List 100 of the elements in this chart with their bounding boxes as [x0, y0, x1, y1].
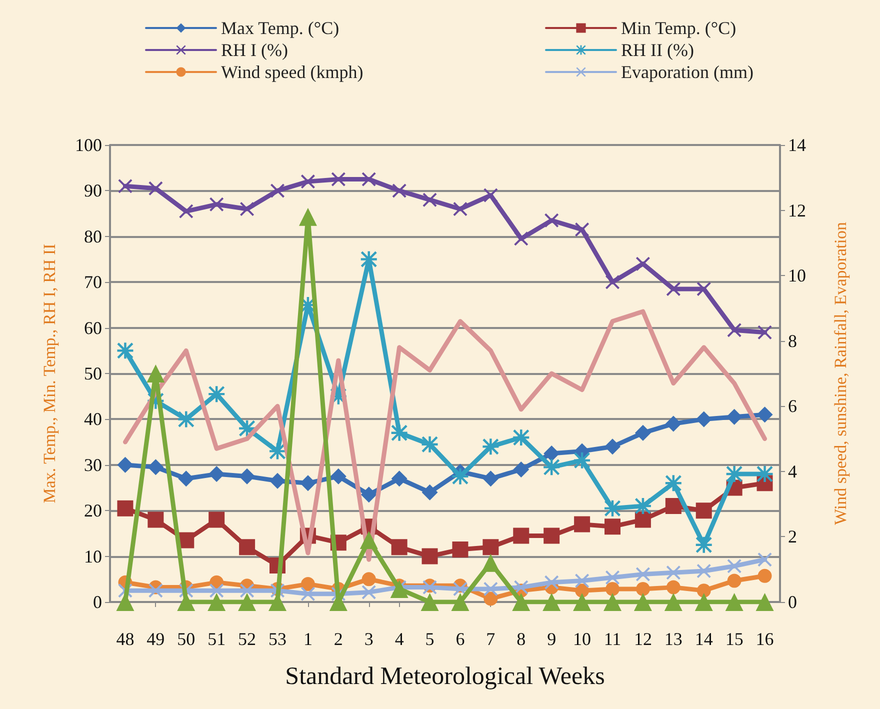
point: [513, 528, 530, 544]
point: [758, 568, 772, 583]
point: [664, 593, 682, 611]
point: [665, 416, 682, 432]
point: [542, 593, 561, 611]
point: [574, 516, 590, 532]
point: [208, 512, 225, 528]
point: [726, 408, 742, 425]
x-tick-label: 53: [268, 629, 286, 649]
point: [452, 541, 468, 558]
point: [696, 411, 712, 428]
point: [300, 475, 316, 492]
point: [453, 202, 468, 216]
point: [484, 188, 498, 202]
point: [696, 502, 712, 519]
point: [696, 282, 711, 296]
x-tick-label: 48: [116, 629, 134, 649]
x-tick-label: 1: [303, 629, 312, 649]
point: [391, 470, 408, 487]
x-tick-label: 52: [238, 629, 256, 649]
point: [362, 585, 376, 600]
point: [573, 593, 592, 611]
x-tick-label: 2: [334, 629, 343, 649]
point: [208, 593, 226, 611]
y2-axis-title: Wind speed, sunshine, Rainfall, Evaporation: [831, 222, 850, 525]
x-tick-label: 3: [364, 629, 374, 649]
point: [300, 577, 315, 592]
point: [240, 584, 254, 598]
point: [634, 424, 651, 441]
point: [575, 222, 590, 237]
point: [117, 500, 134, 516]
point: [666, 566, 680, 580]
y2-tick-label: 4: [788, 461, 797, 482]
x-tick-label: 12: [634, 629, 652, 649]
y-tick-label: 80: [84, 226, 102, 246]
x-tick-label: 14: [694, 629, 713, 649]
point: [482, 438, 499, 455]
y-axis-title: Max. Temp., Min. Temp., RH I, RH II: [40, 243, 59, 504]
point: [270, 472, 286, 489]
y-tick-label: 40: [84, 409, 102, 430]
point: [544, 528, 560, 544]
legend-label: RH I (%): [221, 40, 288, 60]
x-tick-label: 8: [516, 629, 526, 649]
point: [453, 582, 468, 596]
y-tick-label: 0: [93, 592, 102, 612]
point: [513, 461, 530, 478]
point: [544, 575, 559, 590]
y2-tick-label: 14: [788, 135, 806, 155]
legend-label: Min Temp. (°C): [621, 18, 736, 38]
point: [725, 593, 744, 611]
x-tick-label: 13: [664, 629, 682, 649]
point: [422, 548, 438, 564]
x-tick-label: 50: [177, 629, 196, 649]
point: [636, 256, 650, 271]
point: [666, 580, 680, 594]
point: [634, 512, 651, 528]
point: [636, 567, 650, 582]
point: [665, 498, 682, 514]
point: [452, 468, 468, 484]
x-tick-label: 5: [425, 629, 434, 649]
point: [391, 424, 408, 441]
point: [300, 586, 315, 601]
point: [178, 411, 194, 428]
point: [148, 181, 163, 196]
point: [544, 459, 560, 476]
point: [665, 475, 682, 492]
point: [727, 559, 742, 574]
y2-tick-label: 2: [788, 526, 797, 547]
legend-label: Evaporation (mm): [621, 62, 754, 82]
point: [422, 192, 437, 207]
point: [512, 593, 530, 611]
point: [604, 438, 620, 455]
point: [360, 251, 377, 268]
legend-label: RH II (%): [621, 40, 694, 60]
point: [636, 582, 650, 596]
point: [514, 232, 528, 246]
point: [422, 436, 438, 452]
point: [482, 470, 499, 487]
point: [756, 593, 774, 611]
y2-tick-label: 8: [788, 330, 797, 351]
point: [420, 593, 439, 611]
point: [238, 593, 256, 611]
y-tick-label: 10: [84, 546, 102, 566]
point: [270, 184, 284, 198]
point: [484, 592, 498, 606]
point: [148, 584, 163, 598]
point: [606, 570, 620, 585]
point: [484, 582, 498, 596]
x-tick-label: 10: [573, 629, 592, 649]
point: [606, 582, 620, 596]
point: [696, 584, 711, 598]
point: [727, 323, 742, 338]
point: [422, 484, 438, 500]
point: [727, 574, 742, 588]
point: [758, 325, 772, 340]
point: [696, 536, 712, 553]
point: [360, 486, 377, 503]
x-tick-label: 6: [456, 629, 465, 649]
point: [117, 342, 134, 359]
point: [146, 364, 165, 382]
